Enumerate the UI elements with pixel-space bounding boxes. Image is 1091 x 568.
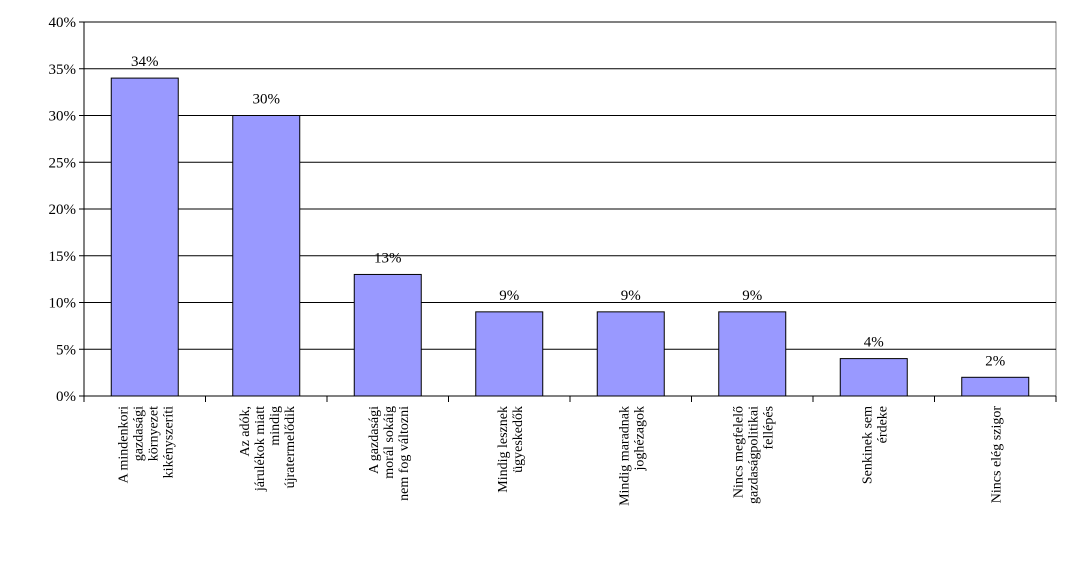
- data-labels: 34% 30% 13% 9% 9% 9% 4% 2%: [131, 54, 1005, 369]
- data-label: 30%: [253, 92, 281, 108]
- x-category-label: Nincs megfelelőgazdaságpolitikaifellépés: [731, 406, 776, 504]
- y-tick-label: 15%: [49, 249, 77, 265]
- y-tick-label: 5%: [56, 342, 76, 358]
- y-tick-label: 40%: [49, 15, 77, 31]
- x-category-label: Nincs elég szigor: [989, 406, 1004, 504]
- data-label: 9%: [742, 288, 762, 304]
- bar: [718, 311, 787, 397]
- data-label: 9%: [499, 288, 519, 304]
- data-label: 4%: [864, 335, 884, 351]
- data-label: 2%: [985, 353, 1005, 369]
- bar: [596, 311, 665, 397]
- bar: [475, 311, 544, 397]
- x-category-label: Senkinek semérdeke: [860, 406, 890, 484]
- data-label: 9%: [621, 288, 641, 304]
- y-tick-label: 25%: [49, 155, 77, 171]
- bar: [961, 376, 1030, 397]
- data-label: 34%: [131, 54, 159, 70]
- y-tick-label: 0%: [56, 389, 76, 405]
- y-tick-label: 35%: [49, 62, 77, 78]
- x-category-label: Mindig lesznekügyeskedők: [496, 406, 526, 493]
- bar: [232, 115, 301, 397]
- y-axis-ticks: 0% 5% 10% 15% 20% 25% 30% 35% 40%: [49, 15, 84, 405]
- x-category-label: A mindenkorigazdaságikörnyezetkikényszer…: [116, 406, 176, 483]
- bar: [353, 273, 422, 397]
- data-label: 13%: [374, 250, 402, 266]
- y-tick-label: 20%: [49, 202, 77, 218]
- bars: [110, 77, 1030, 397]
- x-category-label: Mindig maradnakjoghézagok: [617, 406, 647, 506]
- x-category-label: Az adók,járulékok miattmindigújratermelő…: [238, 406, 298, 492]
- x-axis-categories: A mindenkorigazdaságikörnyezetkikényszer…: [83, 396, 1057, 506]
- bar: [839, 358, 908, 397]
- y-tick-label: 10%: [49, 296, 77, 312]
- bar: [110, 77, 179, 397]
- y-tick-label: 30%: [49, 109, 77, 125]
- x-category-label: A gazdaságimorál sokáignem fog változni: [367, 406, 412, 501]
